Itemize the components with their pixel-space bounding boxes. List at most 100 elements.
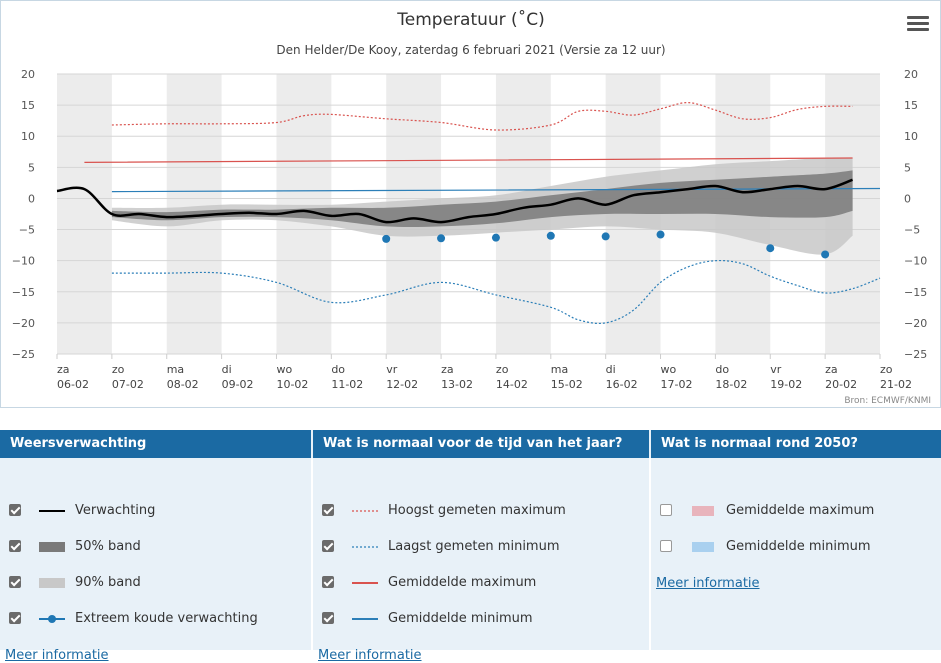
legend-column-2050: Wat is normaal rond 2050? Gemiddelde max… bbox=[651, 430, 941, 650]
temperature-chart: 20 20 15 15 10 10 5 5 0 0 −5 −5 −10 −10 −15 −15 −20 −20 −2… bbox=[0, 0, 941, 408]
y-tick-label-right: 15 bbox=[904, 99, 918, 112]
y-tick-label-left: −25 bbox=[12, 348, 35, 361]
legend-column-forecast: Weersverwachting Verwachting 50% band 90% … bbox=[0, 430, 311, 663]
legend-checkbox[interactable] bbox=[660, 540, 672, 552]
extreme-cold-point bbox=[601, 232, 610, 241]
x-tick-date: 12-02 bbox=[386, 378, 418, 391]
series-line bbox=[56, 178, 854, 224]
column-divider bbox=[311, 458, 313, 650]
x-tick-day: wo bbox=[661, 363, 677, 376]
y-tick-label-right: 5 bbox=[904, 161, 911, 174]
legend-item[interactable]: Gemiddelde maximum bbox=[651, 498, 874, 522]
legend-checkbox[interactable] bbox=[322, 576, 334, 588]
y-tick-label-left: 20 bbox=[21, 68, 35, 81]
legend-item[interactable]: Hoogst gemeten maximum bbox=[313, 498, 566, 522]
x-tick-date: 06-02 bbox=[57, 378, 89, 391]
extreme-cold-point bbox=[491, 233, 500, 242]
chart-title: Temperatuur (˚C) bbox=[396, 9, 544, 30]
legend-item[interactable]: 50% band bbox=[0, 534, 141, 558]
more-info-link[interactable]: Meer informatie bbox=[5, 648, 109, 663]
legend-checkbox[interactable] bbox=[9, 540, 21, 552]
legend-label: Hoogst gemeten maximum bbox=[388, 502, 566, 518]
legend-checkbox[interactable] bbox=[322, 612, 334, 624]
chart-svg: 20 20 15 15 10 10 5 5 0 0 −5 −5 −10 −10 −15 −15 −20 −20 −2… bbox=[12, 9, 931, 406]
legend-checkbox[interactable] bbox=[9, 612, 21, 624]
x-tick-date: 10-02 bbox=[276, 378, 308, 391]
legend-checkbox[interactable] bbox=[322, 504, 334, 516]
legend-label: Gemiddelde maximum bbox=[726, 502, 875, 518]
extreme-cold-point bbox=[546, 231, 555, 240]
extreme-cold-point bbox=[656, 230, 665, 239]
legend-label: 90% band bbox=[75, 574, 141, 590]
x-tick-date: 07-02 bbox=[112, 378, 144, 391]
legend-item[interactable]: 90% band bbox=[0, 570, 141, 594]
y-tick-label-right: −15 bbox=[904, 286, 927, 299]
y-tick-label-right: 20 bbox=[904, 68, 918, 81]
x-tick-day: zo bbox=[880, 363, 893, 376]
y-tick-label-left: 15 bbox=[21, 99, 35, 112]
series-line bbox=[111, 101, 853, 131]
legend-item[interactable]: Verwachting bbox=[0, 498, 155, 522]
legend-item[interactable]: Gemiddelde maximum bbox=[313, 570, 536, 594]
y-tick-label-right: −10 bbox=[904, 255, 927, 268]
x-tick-date: 17-02 bbox=[661, 378, 693, 391]
legend-item[interactable]: Extreem koude verwachting bbox=[0, 606, 258, 630]
legend-item[interactable]: Gemiddelde minimum bbox=[313, 606, 533, 630]
blue-line-icon bbox=[350, 611, 380, 625]
black-line-icon bbox=[37, 503, 67, 517]
hamburger-menu-icon[interactable] bbox=[905, 13, 931, 35]
legend-checkbox[interactable] bbox=[9, 576, 21, 588]
x-tick-day: za bbox=[441, 363, 454, 376]
light-blue-box-icon bbox=[688, 539, 718, 553]
series-line bbox=[111, 187, 881, 193]
x-tick-day: za bbox=[825, 363, 838, 376]
x-tick-day: di bbox=[606, 363, 616, 376]
legend-column-title: Weersverwachting bbox=[0, 430, 311, 458]
y-tick-label-right: −20 bbox=[904, 317, 927, 330]
x-tick-day: zo bbox=[112, 363, 125, 376]
y-tick-label-right: 10 bbox=[904, 130, 918, 143]
x-tick-day: do bbox=[715, 363, 729, 376]
y-tick-label-right: 0 bbox=[904, 192, 911, 205]
y-tick-label-right: −5 bbox=[904, 224, 920, 237]
x-tick-date: 09-02 bbox=[222, 378, 254, 391]
more-info-link[interactable]: Meer informatie bbox=[656, 576, 760, 591]
more-info-link[interactable]: Meer informatie bbox=[318, 648, 422, 663]
legend-column-title: Wat is normaal voor de tijd van het jaar… bbox=[313, 430, 649, 458]
chart-credit: Bron: ECMWF/KNMI bbox=[844, 396, 931, 406]
x-tick-date: 20-02 bbox=[825, 378, 857, 391]
series-line bbox=[84, 157, 853, 163]
x-tick-day: vr bbox=[386, 363, 398, 376]
blue-dotted-line-icon bbox=[350, 539, 380, 553]
y-tick-label-left: −15 bbox=[12, 286, 35, 299]
x-tick-day: vr bbox=[770, 363, 782, 376]
band-area bbox=[111, 170, 853, 228]
legend-label: Verwachting bbox=[75, 502, 156, 518]
legend-label: Gemiddelde minimum bbox=[388, 610, 533, 626]
red-line-icon bbox=[350, 575, 380, 589]
extreme-cold-point bbox=[821, 250, 830, 259]
pink-box-icon bbox=[688, 503, 718, 517]
day-shade bbox=[57, 74, 112, 354]
y-tick-label-right: −25 bbox=[904, 348, 927, 361]
y-tick-label-left: −10 bbox=[12, 255, 35, 268]
x-tick-day: zo bbox=[496, 363, 509, 376]
legend-checkbox[interactable] bbox=[660, 504, 672, 516]
legend-label: Extreem koude verwachting bbox=[75, 610, 258, 626]
legend-checkbox[interactable] bbox=[322, 540, 334, 552]
x-tick-date: 15-02 bbox=[551, 378, 583, 391]
legend-item[interactable]: Laagst gemeten minimum bbox=[313, 534, 560, 558]
x-tick-date: 18-02 bbox=[715, 378, 747, 391]
blue-dot-line-icon bbox=[37, 611, 67, 625]
y-tick-label-left: −5 bbox=[19, 224, 35, 237]
y-tick-label-left: 10 bbox=[21, 130, 35, 143]
legend-panel: Weersverwachting Verwachting 50% band 90% … bbox=[0, 430, 941, 663]
x-tick-day: di bbox=[222, 363, 232, 376]
legend-item[interactable]: Gemiddelde minimum bbox=[651, 534, 871, 558]
x-tick-date: 08-02 bbox=[167, 378, 199, 391]
x-tick-day: ma bbox=[167, 363, 184, 376]
legend-checkbox[interactable] bbox=[9, 504, 21, 516]
dark-gray-band-icon bbox=[37, 539, 67, 553]
x-tick-date: 14-02 bbox=[496, 378, 528, 391]
x-tick-date: 21-02 bbox=[880, 378, 912, 391]
